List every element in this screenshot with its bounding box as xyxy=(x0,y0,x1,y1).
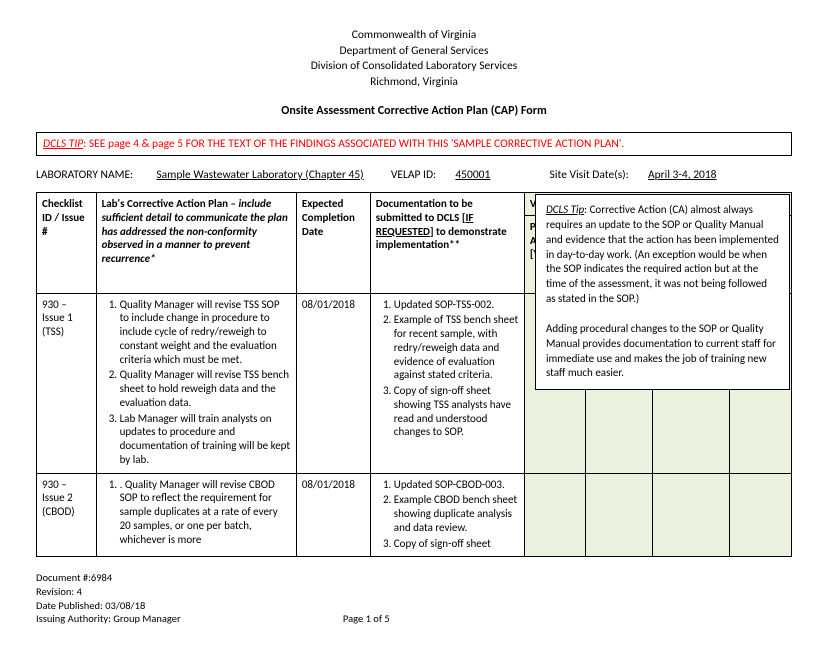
cell-docs: Updated SOP-TSS-002. Example of TSS benc… xyxy=(370,293,524,473)
table-row: 930 – Issue 2 (CBOD) . Quality Manager w… xyxy=(37,473,792,557)
callout-para2: Adding procedural changes to the SOP or … xyxy=(546,322,776,380)
page-footer: Document #:6984 Revision: 4 Date Publish… xyxy=(36,571,792,626)
lab-label: LABORATORY NAME: xyxy=(36,168,133,182)
footer-published: Date Published: 03/08/18 xyxy=(36,599,181,613)
plan-item: . Quality Manager will revise CBOD SOP t… xyxy=(120,478,291,547)
tip-text: : SEE page 4 & page 5 FOR THE TEXT OF TH… xyxy=(83,137,624,151)
th-doc-pre: Documentation to be submitted to DCLS [ xyxy=(376,197,473,224)
doc-item: Updated SOP-TSS-002. xyxy=(394,298,519,312)
cell-date: 08/01/2018 xyxy=(296,473,370,557)
header-line: Commonwealth of Virginia xyxy=(36,28,792,44)
callout-para1: : Corrective Action (CA) almost always r… xyxy=(546,203,779,305)
th-doc: Documentation to be submitted to DCLS [I… xyxy=(370,193,524,294)
doc-item: Updated SOP-CBOD-003. xyxy=(394,478,519,492)
doc-item: Example of TSS bench sheet for recent sa… xyxy=(394,313,519,382)
doc-item: Copy of sign-off sheet xyxy=(394,537,519,551)
header-line: Richmond, Virginia xyxy=(36,75,792,91)
th-date: Expected Completion Date xyxy=(296,193,370,294)
cell-date: 08/01/2018 xyxy=(296,293,370,473)
footer-page: Page 1 of 5 xyxy=(61,612,672,626)
header-line: Department of General Services xyxy=(36,44,792,60)
cell-v2 xyxy=(586,473,653,557)
cell-docs: Updated SOP-CBOD-003. Example CBOD bench… xyxy=(370,473,524,557)
cell-id: 930 – Issue 1 (TSS) xyxy=(37,293,97,473)
lab-value: Sample Wastewater Laboratory (Chapter 45… xyxy=(156,168,363,182)
doc-item: Copy of sign-off sheet showing TSS analy… xyxy=(394,384,519,439)
dcls-tip-bar: DCLS TIP: SEE page 4 & page 5 FOR THE TE… xyxy=(36,132,792,156)
cell-plan: . Quality Manager will revise CBOD SOP t… xyxy=(96,473,296,557)
dcls-tip-callout: DCLS Tip: Corrective Action (CA) almost … xyxy=(535,194,790,390)
th-checklist: Checklist ID / Issue # xyxy=(37,193,97,294)
velap-label: VELAP ID: xyxy=(391,168,436,182)
velap-value: 450001 xyxy=(455,168,490,182)
cell-v3 xyxy=(653,473,730,557)
footer-revision: Revision: 4 xyxy=(36,585,181,599)
cell-v4 xyxy=(730,473,792,557)
footer-docnum: Document #:6984 xyxy=(36,571,181,585)
visit-label: Site Visit Date(s): xyxy=(550,168,629,182)
th-plan: Lab's Corrective Action Plan – include s… xyxy=(96,193,296,294)
cell-plan: Quality Manager will revise TSS SOP to i… xyxy=(96,293,296,473)
cell-id: 930 – Issue 2 (CBOD) xyxy=(37,473,97,557)
th-plan-lead: Lab's Corrective Action Plan – xyxy=(102,197,239,210)
agency-header: Commonwealth of Virginia Department of G… xyxy=(36,28,792,90)
callout-lead: DCLS Tip xyxy=(546,203,584,216)
cell-v1 xyxy=(524,473,586,557)
info-line: LABORATORY NAME: Sample Wastewater Labor… xyxy=(36,168,792,182)
plan-item: Quality Manager will revise TSS bench sh… xyxy=(120,368,291,409)
plan-item: Lab Manager will train analysts on updat… xyxy=(120,412,291,467)
tip-lead: DCLS TIP xyxy=(43,137,83,151)
visit-value: April 3-4, 2018 xyxy=(648,168,717,182)
doc-item: Example CBOD bench sheet showing duplica… xyxy=(394,493,519,534)
header-line: Division of Consolidated Laboratory Serv… xyxy=(36,59,792,75)
form-title: Onsite Assessment Corrective Action Plan… xyxy=(36,104,792,118)
plan-item: Quality Manager will revise TSS SOP to i… xyxy=(120,298,291,367)
